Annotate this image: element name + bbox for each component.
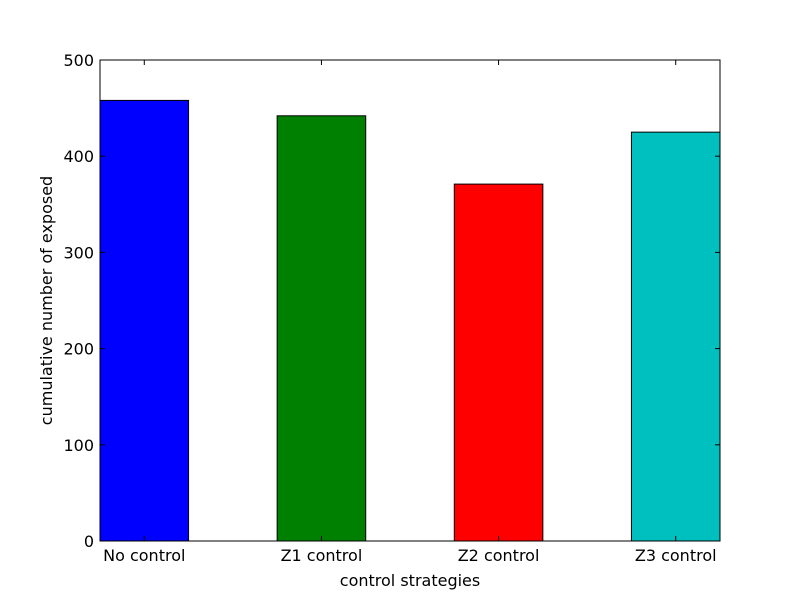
- y-tick-label: 300: [63, 243, 94, 262]
- y-tick-label: 500: [63, 51, 94, 70]
- x-axis-label: control strategies: [340, 571, 480, 590]
- bar-z2-control: [453, 183, 544, 542]
- x-tick-label: Z3 control: [635, 546, 717, 565]
- y-tick-label: 400: [63, 147, 94, 166]
- bar-no-control: [99, 99, 190, 542]
- y-tick-label: 0: [84, 532, 94, 551]
- y-axis-ticks: 0 100 200 300 400 500: [63, 51, 720, 551]
- y-axis-label: cumulative number of exposed: [37, 176, 56, 425]
- plot-frame: [99, 59, 721, 542]
- bars-group: [99, 99, 721, 542]
- bar-z1-control: [276, 115, 367, 542]
- x-tick-label: Z2 control: [458, 546, 540, 565]
- x-tick-label: Z1 control: [281, 546, 363, 565]
- y-tick-label: 100: [63, 436, 94, 455]
- x-tick-label: No control: [103, 546, 185, 565]
- bar-z3-control: [630, 131, 721, 542]
- y-tick-label: 200: [63, 340, 94, 359]
- x-axis-ticks: No control Z1 control Z2 control Z3 control: [103, 60, 717, 565]
